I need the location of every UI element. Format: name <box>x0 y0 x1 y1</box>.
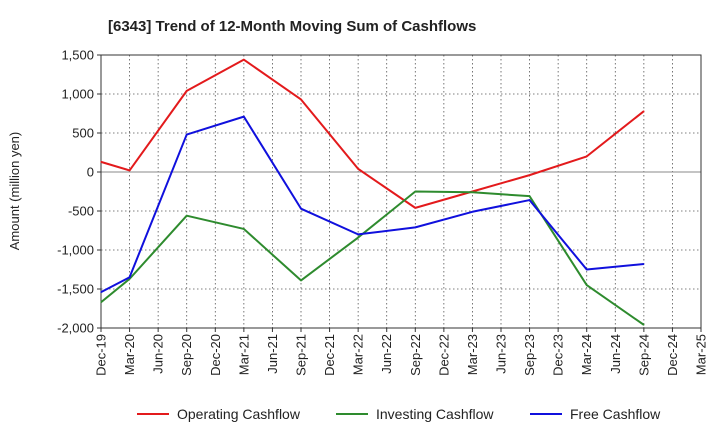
x-tick-label: Jun-24 <box>608 334 623 374</box>
plot-area: 1,5001,0005000-500-1,000-1,500-2,000Dec-… <box>57 48 708 376</box>
operating-cashflow-point <box>300 98 302 101</box>
x-tick-label: Mar-24 <box>579 334 594 375</box>
x-tick-label: Sep-22 <box>408 334 423 376</box>
plot-background <box>101 55 701 328</box>
free-cashflow-point <box>186 133 188 136</box>
x-tick-label: Mar-22 <box>351 334 366 375</box>
legend-label-operating-cashflow: Operating Cashflow <box>177 406 301 422</box>
x-tick-label: Dec-21 <box>322 334 337 376</box>
free-cashflow-point <box>471 211 474 213</box>
investing-cashflow-point <box>243 228 245 230</box>
investing-cashflow-point <box>586 284 588 286</box>
x-tick-label: Mar-25 <box>694 334 709 375</box>
x-tick-label: Sep-23 <box>522 334 537 376</box>
operating-cashflow-point <box>243 59 245 61</box>
free-cashflow-point <box>586 268 588 271</box>
y-tick-label: 500 <box>72 126 94 141</box>
y-axis-title: Amount (million yen) <box>7 132 22 251</box>
legend-label-investing-cashflow: Investing Cashflow <box>376 406 494 422</box>
legend-label-free-cashflow: Free Cashflow <box>570 406 661 422</box>
free-cashflow-point <box>357 233 359 235</box>
x-tick-label: Sep-20 <box>179 334 194 376</box>
y-tick-label: 0 <box>87 165 94 180</box>
x-tick-label: Mar-23 <box>465 334 480 375</box>
free-cashflow-point <box>643 263 645 265</box>
x-tick-label: Jun-20 <box>151 334 166 374</box>
operating-cashflow-point <box>357 168 359 170</box>
operating-cashflow-point <box>414 207 416 209</box>
y-tick-label: -1,000 <box>57 243 94 258</box>
y-tick-label: -2,000 <box>57 321 94 336</box>
investing-cashflow-point <box>186 215 188 217</box>
investing-cashflow-point <box>528 195 531 197</box>
investing-cashflow-point <box>300 279 302 282</box>
operating-cashflow-point <box>528 174 531 176</box>
x-tick-label: Dec-20 <box>208 334 223 376</box>
free-cashflow-point <box>414 226 416 228</box>
operating-cashflow-point <box>100 161 102 163</box>
investing-cashflow-point <box>414 190 416 193</box>
y-tick-label: -1,500 <box>57 282 94 297</box>
free-cashflow-point <box>528 199 531 201</box>
legend: Operating Cashflow Investing Cashflow Free… <box>137 406 661 422</box>
x-tick-label: Dec-22 <box>436 334 451 376</box>
x-tick-label: Mar-21 <box>236 334 251 375</box>
x-tick-label: Jun-22 <box>379 334 394 374</box>
chart-title: [6343] Trend of 12-Month Moving Sum of C… <box>108 18 476 35</box>
free-cashflow-point <box>243 116 245 118</box>
x-tick-label: Dec-24 <box>665 334 680 376</box>
operating-cashflow-point <box>186 90 188 92</box>
investing-cashflow-point <box>643 324 645 326</box>
operating-cashflow-point <box>128 169 131 172</box>
operating-cashflow-point <box>643 110 645 112</box>
x-tick-label: Sep-21 <box>294 334 309 376</box>
free-cashflow-point <box>300 208 302 210</box>
investing-cashflow-point <box>100 301 102 303</box>
free-cashflow-point <box>128 276 131 278</box>
x-tick-label: Jun-23 <box>494 334 509 374</box>
x-tick-label: Sep-24 <box>636 334 651 376</box>
investing-cashflow-point <box>357 236 359 239</box>
plot-frame <box>100 54 702 329</box>
x-tick-label: Mar-20 <box>122 334 137 375</box>
x-tick-label: Jun-21 <box>265 334 280 374</box>
y-tick-label: 1,000 <box>61 87 94 102</box>
y-tick-label: 1,500 <box>61 48 94 63</box>
x-tick-label: Dec-19 <box>94 334 109 376</box>
x-tick-label: Dec-23 <box>551 334 566 376</box>
y-tick-label: -500 <box>68 204 94 219</box>
investing-cashflow-point <box>471 191 474 193</box>
free-cashflow-point <box>100 291 102 293</box>
operating-cashflow-point <box>586 155 588 157</box>
